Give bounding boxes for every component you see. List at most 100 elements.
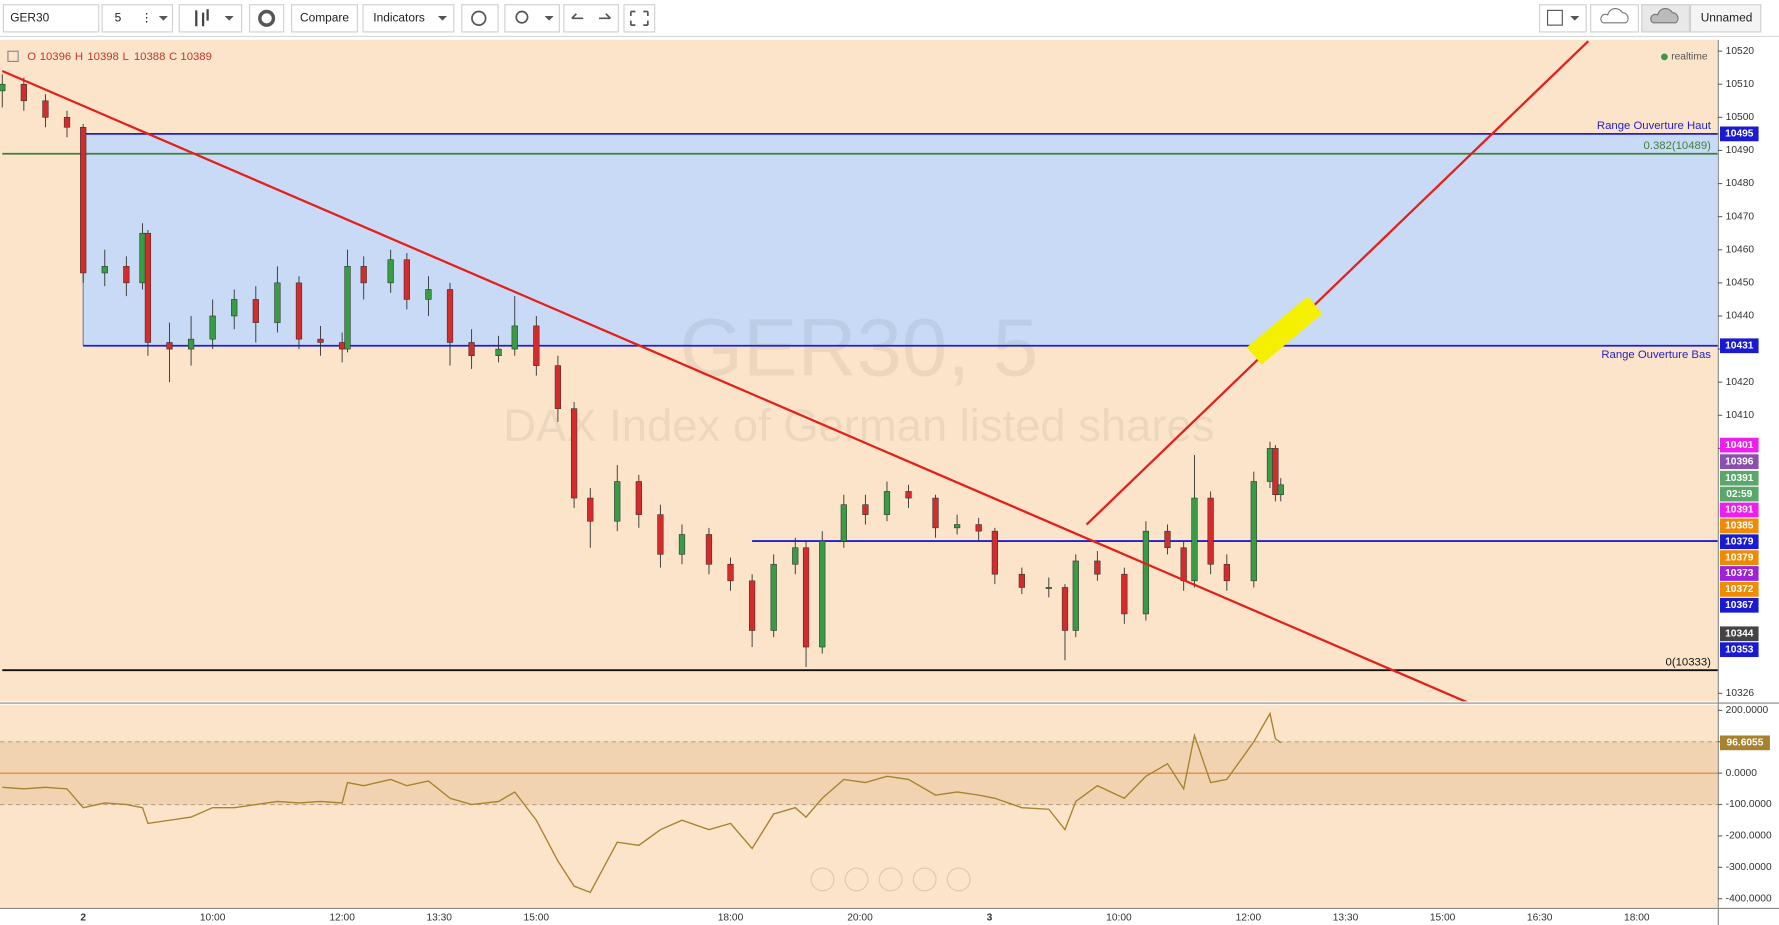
y-tick-label: 10326	[1726, 688, 1755, 699]
compare-button[interactable]	[291, 4, 358, 33]
candle-body	[101, 266, 108, 274]
candle-body	[905, 491, 912, 499]
candle-body	[387, 259, 394, 284]
price-badge	[1720, 582, 1759, 597]
legend-h-label: H	[75, 51, 83, 63]
y2-tick-label: -200.0000	[1726, 831, 1772, 842]
candle-body	[511, 325, 518, 350]
candle-body	[1272, 448, 1279, 496]
candle-body	[678, 534, 686, 555]
layout-name: Unnamed	[1701, 10, 1753, 24]
candle-body	[1207, 497, 1214, 565]
price-badge-label: 10379	[1725, 536, 1754, 547]
price-badge-label: 10344	[1725, 628, 1754, 639]
candle-body	[932, 497, 939, 529]
candle-body	[63, 117, 71, 128]
candle-body	[1072, 560, 1079, 631]
x-tick-label: 15:00	[524, 913, 550, 924]
compare-label: Compare	[300, 10, 349, 24]
candle-body	[991, 530, 998, 575]
x-tick-label: 2	[80, 913, 86, 924]
y2-tick-label: -300.0000	[1726, 862, 1772, 873]
candle-body	[554, 365, 562, 409]
price-badge-label: 10372	[1725, 584, 1754, 595]
legend-o: 10396	[40, 51, 72, 63]
chart-style-button[interactable]	[178, 4, 243, 33]
candle-body	[1045, 587, 1052, 589]
legend-c: 10389	[180, 51, 212, 63]
collapse-icon[interactable]	[7, 50, 19, 62]
watermark-subtitle: DAX Index of German listed shares	[503, 400, 1214, 451]
candle-body	[802, 547, 810, 648]
candle-body	[360, 266, 367, 284]
price-badge-label: 10367	[1725, 600, 1754, 611]
price-badge-label: 10396	[1725, 456, 1754, 467]
candle-body	[1250, 481, 1257, 582]
price-badge	[1720, 470, 1759, 486]
level-label: Range Ouverture Haut	[1597, 120, 1712, 132]
candle-body	[468, 342, 475, 356]
candle-body	[705, 534, 713, 565]
candle-body	[139, 232, 146, 284]
status-dot	[1661, 53, 1668, 61]
candle-body	[1266, 448, 1274, 482]
price-badge-label: 10391	[1725, 473, 1754, 484]
candle-body	[0, 83, 6, 92]
trend-line	[1, 69, 1468, 702]
x-tick-label: 15:00	[1430, 913, 1456, 924]
y-tick-label: 10420	[1726, 377, 1755, 388]
price-badge-label: 10495	[1725, 129, 1754, 140]
candle-body	[770, 563, 777, 631]
candle-body	[1121, 573, 1128, 615]
y2-tick-label: 200.0000	[1726, 705, 1769, 716]
price-badge	[1720, 550, 1759, 565]
price-badge-label: 10391	[1725, 505, 1754, 516]
candle-body	[295, 282, 303, 340]
save-button[interactable]	[1590, 4, 1639, 33]
fullscreen-button[interactable]	[623, 4, 656, 33]
price-badge	[1720, 486, 1759, 502]
indicators-button[interactable]	[362, 4, 455, 33]
candle-body	[587, 497, 594, 522]
interval: 5	[115, 10, 122, 24]
x-tick-label: 3	[987, 913, 993, 924]
price-badge	[1720, 437, 1759, 453]
alert-button[interactable]	[461, 4, 499, 33]
candle-body	[187, 338, 195, 350]
price-badge	[1720, 597, 1759, 613]
y2-tick-label: 0.0000	[1726, 768, 1758, 779]
interval-box[interactable]	[101, 4, 174, 33]
indicators-label: Indicators	[373, 10, 425, 24]
price-badge	[1720, 338, 1759, 354]
candle-body	[975, 524, 982, 532]
legend-l-label: L	[123, 51, 129, 63]
legend-o-label: O	[27, 51, 36, 63]
candle-body	[42, 100, 49, 118]
legend-c-label: C	[169, 51, 177, 63]
symbol-box[interactable]	[2, 4, 100, 33]
oscillator-line	[2, 711, 1282, 894]
candle-body	[446, 289, 454, 343]
candle-body	[635, 481, 642, 515]
candle-body	[1018, 573, 1025, 588]
y-tick-label: 10510	[1726, 79, 1755, 90]
x-tick-label: 16:30	[1527, 913, 1553, 924]
price-badge-label: 10353	[1725, 644, 1754, 655]
y2-tick-label: -400.0000	[1726, 893, 1772, 904]
candle-body	[144, 232, 152, 343]
y-tick-label: 10410	[1726, 410, 1755, 421]
legend-h: 10398	[87, 51, 119, 63]
candle-body	[1191, 497, 1198, 582]
candle-body	[533, 325, 540, 366]
price-badge-label: 10385	[1725, 521, 1754, 532]
y-tick-label: 10480	[1726, 178, 1755, 189]
interval-menu: ⋮	[141, 10, 153, 24]
candle-body	[123, 266, 130, 284]
candle-body	[727, 563, 734, 582]
candle-body	[657, 514, 664, 555]
settings-button[interactable]	[249, 4, 285, 33]
price-badge	[1720, 534, 1759, 550]
symbol: GER30	[10, 10, 49, 24]
layout-button[interactable]	[1689, 4, 1762, 33]
x-tick-label: 10:00	[1106, 913, 1132, 924]
